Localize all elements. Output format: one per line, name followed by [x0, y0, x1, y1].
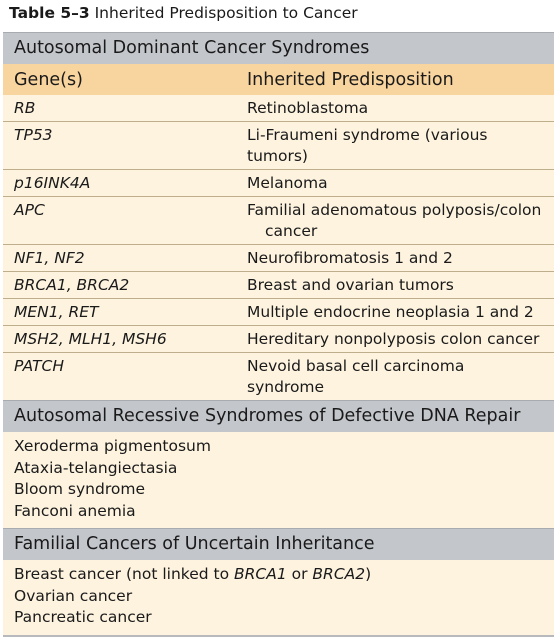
- familial-list: Breast cancer (not linked to BRCA1 or BR…: [3, 560, 554, 635]
- table-page: Table 5–3 Inherited Predisposition to Ca…: [3, 3, 554, 637]
- predisposition-cell: Breast and ovarian tumors: [247, 276, 454, 294]
- breast-suffix: ): [365, 565, 372, 583]
- list-item: Ataxia-telangiectasia: [14, 458, 178, 477]
- gene-cell: TP53: [14, 126, 53, 144]
- gene-cell: BRCA1, BRCA2: [14, 276, 130, 294]
- section-dominant-title: Autosomal Dominant Cancer Syndromes: [3, 32, 554, 64]
- section-familial-title: Familial Cancers of Uncertain Inheritanc…: [3, 528, 554, 560]
- gene-cell: RB: [14, 99, 36, 117]
- gene-cell: MSH2, MLH1, MSH6: [14, 330, 167, 348]
- predisposition-continuation: cancer: [265, 222, 318, 240]
- breast-mid: or: [286, 565, 313, 583]
- predisposition-cell: Familial adenomatous polyposis/colon can…: [247, 197, 554, 244]
- predisposition-cell: Multiple endocrine neoplasia 1 and 2: [247, 303, 534, 321]
- predisposition-cell: Li-Fraumeni syndrome (various tumors): [247, 126, 488, 165]
- gene-brca2: BRCA2: [312, 565, 366, 583]
- inheritance-table: Autosomal Dominant Cancer Syndromes Gene…: [3, 32, 554, 637]
- table-row: MSH2, MLH1, MSH6 Hereditary nonpolyposis…: [3, 325, 554, 352]
- table-row: PATCH Nevoid basal cell carcinoma syndro…: [3, 352, 554, 400]
- gene-brca1: BRCA1: [234, 565, 287, 583]
- predisposition-cell: Neurofibromatosis 1 and 2: [247, 249, 453, 267]
- table-row: MEN1, RET Multiple endocrine neoplasia 1…: [3, 298, 554, 325]
- predisposition-text: Familial adenomatous polyposis/colon: [247, 201, 542, 219]
- table-number: Table 5–3: [9, 4, 90, 22]
- dominant-rows: RB Retinoblastoma TP53 Li-Fraumeni syndr…: [3, 95, 554, 400]
- table-bottom-rule: [3, 634, 554, 637]
- gene-cell: MEN1, RET: [14, 303, 99, 321]
- column-header-predisposition: Inherited Predisposition: [247, 69, 454, 90]
- predisposition-cell: Melanoma: [247, 174, 328, 192]
- table-row: NF1, NF2 Neurofibromatosis 1 and 2: [3, 244, 554, 271]
- gene-cell: NF1, NF2: [14, 249, 85, 267]
- list-item: Pancreatic cancer: [14, 608, 152, 626]
- table-row: p16INK4A Melanoma: [3, 169, 554, 196]
- table-title: Inherited Predisposition to Cancer: [94, 4, 358, 22]
- list-item: Fanconi anemia: [14, 501, 136, 520]
- list-item: Ovarian cancer: [14, 586, 133, 605]
- column-header-row: Gene(s) Inherited Predisposition: [3, 64, 554, 95]
- gene-cell: PATCH: [14, 357, 64, 375]
- recessive-list: Xeroderma pigmentosum Ataxia-telangiecta…: [3, 432, 554, 528]
- table-row: RB Retinoblastoma: [3, 95, 554, 121]
- table-row: TP53 Li-Fraumeni syndrome (various tumor…: [3, 121, 554, 169]
- list-item: Xeroderma pigmentosum: [14, 437, 211, 455]
- section-recessive-title: Autosomal Recessive Syndromes of Defecti…: [3, 400, 554, 432]
- table-caption: Table 5–3 Inherited Predisposition to Ca…: [9, 3, 358, 23]
- predisposition-cell: Nevoid basal cell carcinoma syndrome: [247, 357, 465, 396]
- table-row: BRCA1, BRCA2 Breast and ovarian tumors: [3, 271, 554, 298]
- gene-cell: p16INK4A: [14, 174, 91, 192]
- predisposition-cell: Retinoblastoma: [247, 99, 369, 117]
- list-item: Bloom syndrome: [14, 480, 145, 498]
- predisposition-cell: Hereditary nonpolyposis colon cancer: [247, 330, 540, 348]
- table-row: APC Familial adenomatous polyposis/colon…: [3, 196, 554, 244]
- list-item-breast: Breast cancer (not linked to BRCA1 or BR…: [14, 564, 543, 586]
- column-header-genes: Gene(s): [14, 69, 83, 90]
- gene-cell: APC: [14, 201, 45, 219]
- breast-prefix: Breast cancer (not linked to: [14, 565, 234, 583]
